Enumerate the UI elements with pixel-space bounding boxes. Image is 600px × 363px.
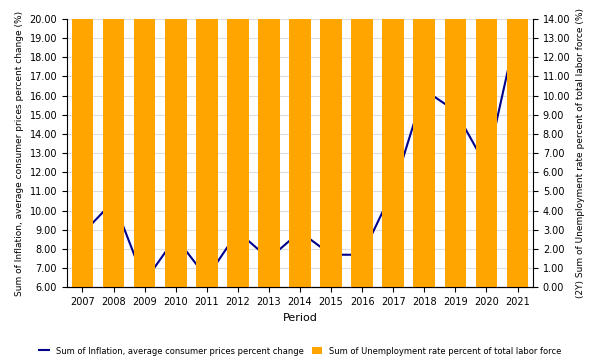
Bar [196,2,218,287]
Sum of Inflation, average consumer prices percent change [296,229,304,234]
Y-axis label: (2Y) Sum of Unemployment rate percent of total labor force (%): (2Y) Sum of Unemployment rate percent of… [576,8,585,298]
Sum of Inflation, average consumer prices percent change [483,164,490,169]
Bar [445,0,466,287]
Y-axis label: Sum of Inflation, average consumer prices percent change (%): Sum of Inflation, average consumer price… [15,11,24,296]
Bar [227,15,249,287]
Sum of Inflation, average consumer prices percent change [328,253,335,257]
Sum of Inflation, average consumer prices percent change [452,109,459,113]
Bar [134,0,155,287]
Sum of Inflation, average consumer prices percent change [172,235,179,240]
Sum of Inflation, average consumer prices percent change [514,24,521,29]
Bar [103,0,124,287]
Bar [351,0,373,287]
Bar [476,0,497,287]
Bar [165,0,187,287]
Bar [289,0,311,287]
Sum of Inflation, average consumer prices percent change [141,280,148,284]
Sum of Inflation, average consumer prices percent change [265,256,272,261]
X-axis label: Period: Period [283,313,317,323]
Sum of Inflation, average consumer prices percent change [203,276,211,280]
Bar [413,0,435,287]
Sum of Inflation, average consumer prices percent change [110,199,117,203]
Sum of Inflation, average consumer prices percent change [421,88,428,92]
Line: Sum of Inflation, average consumer prices percent change: Sum of Inflation, average consumer price… [82,26,518,282]
Bar [506,0,529,287]
Sum of Inflation, average consumer prices percent change [79,232,86,236]
Sum of Inflation, average consumer prices percent change [389,187,397,192]
Sum of Inflation, average consumer prices percent change [234,229,241,234]
Bar [258,2,280,287]
Sum of Inflation, average consumer prices percent change [359,253,366,257]
Bar [71,2,94,287]
Legend: Sum of Inflation, average consumer prices percent change, Sum of Unemployment ra: Sum of Inflation, average consumer price… [36,343,564,359]
Bar [382,0,404,287]
Bar [320,0,342,287]
